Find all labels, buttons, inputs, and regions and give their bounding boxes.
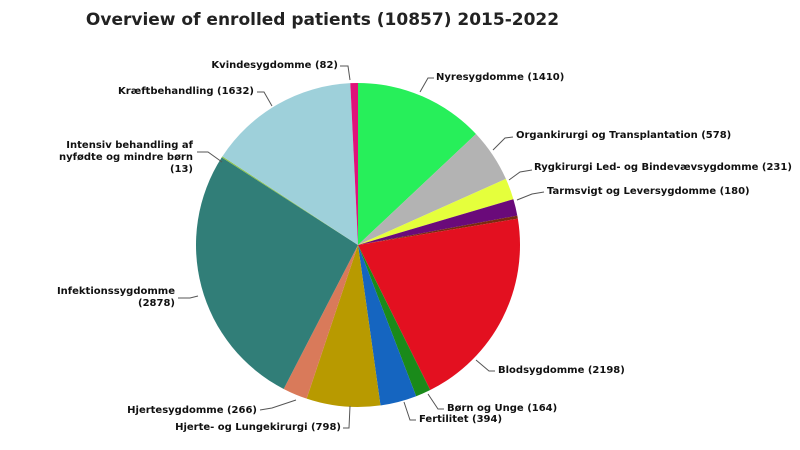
leader-line xyxy=(403,401,416,421)
pie-slice xyxy=(358,199,518,245)
label-kraeftbehandling: Kræftbehandling (1632) xyxy=(118,86,254,97)
leader-line xyxy=(343,405,351,429)
leader-line xyxy=(508,169,533,181)
leader-line xyxy=(492,136,514,151)
leader-line xyxy=(259,399,297,411)
pie-slice xyxy=(283,245,358,399)
pie-slice xyxy=(358,178,514,245)
pie-slice xyxy=(358,218,521,391)
pie-slice xyxy=(358,245,431,397)
label-rygkirurgi: Rygkirurgi Led- og Bindevævsygdomme (231… xyxy=(534,162,792,173)
pie-slice xyxy=(350,83,358,245)
pie-slice xyxy=(358,83,477,245)
leader-line xyxy=(340,65,351,81)
pie-slice xyxy=(358,245,417,406)
label-born-og-unge: Børn og Unge (164) xyxy=(447,403,558,414)
pie-slice xyxy=(306,245,381,407)
label-intensiv: Intensiv behandling af nyfødte og mindre… xyxy=(59,140,193,175)
leader-line xyxy=(178,295,199,299)
leader-line xyxy=(257,91,273,107)
leader-line xyxy=(516,191,545,201)
leader-line xyxy=(197,151,223,163)
leader-line xyxy=(475,359,495,372)
label-tarmsvigt: Tarmsvigt og Leversygdomme (180) xyxy=(547,186,750,197)
label-infektionssygdomme: Infektionssygdomme (2878) xyxy=(56,286,175,309)
chart-title: Overview of enrolled patients (10857) 20… xyxy=(85,10,560,30)
leader-line xyxy=(427,393,444,410)
label-fertilitet: Fertilitet (394) xyxy=(419,414,503,425)
label-hjerte-lungekirurgi: Hjerte- og Lungekirurgi (798) xyxy=(175,422,341,433)
label-nyresygdomme: Nyresygdomme (1410) xyxy=(436,72,565,83)
label-organkirurgi: Organkirurgi og Transplantation (578) xyxy=(516,130,732,141)
leader-line xyxy=(419,77,434,93)
pie-slice xyxy=(221,156,358,245)
pie-slice xyxy=(196,157,358,389)
pie-slice xyxy=(222,83,358,246)
pie-slice xyxy=(358,134,506,245)
label-blodsygdomme: Blodsygdomme (2198) xyxy=(498,365,625,376)
pie-slice xyxy=(358,215,518,245)
label-hjertesygdomme: Hjertesygdomme (266) xyxy=(127,405,257,416)
label-kvindesygdomme: Kvindesygdomme (82) xyxy=(211,60,338,71)
